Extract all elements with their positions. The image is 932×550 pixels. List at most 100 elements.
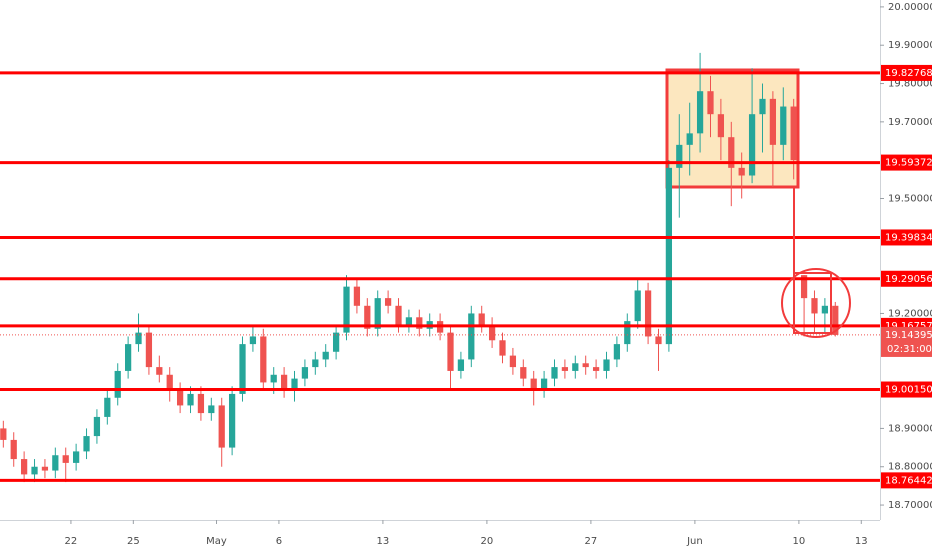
candle-body <box>738 167 745 176</box>
candle-body <box>665 167 673 345</box>
candle-body <box>634 290 641 322</box>
y-tick-label: 19.50000 <box>888 193 932 204</box>
candle-body <box>478 313 485 325</box>
candle-body <box>759 98 766 115</box>
candle-body <box>603 359 610 371</box>
candle-body <box>187 393 194 406</box>
candle-body <box>41 466 49 471</box>
ticks: 20.00000 19.90000 19.80000 19.70000 19.50000… <box>65 2 932 547</box>
x-tick-label: 13 <box>377 536 390 547</box>
y-tick-label: 18.90000 <box>888 423 932 434</box>
candle-body <box>592 367 600 371</box>
x-tick-label: 6 <box>276 536 282 547</box>
candle-body <box>717 114 725 138</box>
candle-body <box>52 455 59 471</box>
candle-body <box>135 332 142 345</box>
x-tick-label: 20 <box>481 536 494 547</box>
candle-body <box>416 317 423 329</box>
level-label: 19.00150 <box>885 385 932 396</box>
candle-body <box>821 305 829 314</box>
candle-body <box>312 359 319 368</box>
candle-body <box>676 144 683 168</box>
candle-body <box>613 344 621 360</box>
level-label-bg <box>881 154 932 171</box>
candle-body <box>197 393 205 414</box>
candle-body <box>364 305 371 329</box>
candle-body <box>353 286 361 306</box>
x-tick-label: 22 <box>65 536 78 547</box>
candle-body <box>488 324 496 341</box>
candle-body <box>748 114 756 176</box>
candle-body <box>457 359 465 371</box>
candle-body <box>322 351 329 360</box>
candle-body <box>249 336 257 345</box>
level-label: 19.29056 <box>885 274 932 285</box>
x-tick-label: 27 <box>585 536 598 547</box>
y-tick-label: 19.70000 <box>888 117 932 128</box>
x-tick-label: 25 <box>127 536 140 547</box>
candle-body <box>301 367 309 379</box>
candle-body <box>156 367 163 375</box>
last-price-label-bg <box>881 326 932 357</box>
candle-body <box>374 298 381 329</box>
candle-body <box>624 321 631 345</box>
level-label: 19.59372 <box>885 158 932 169</box>
level-label-bg <box>881 64 932 81</box>
candle-body <box>530 378 537 391</box>
candle-body <box>10 439 17 460</box>
candle-body <box>811 298 818 314</box>
rectangle-drawing <box>665 68 800 189</box>
candle-body <box>270 374 277 383</box>
candle-body <box>260 336 267 383</box>
x-tick-label: Jun <box>686 536 703 547</box>
y-tick-label: 18.80000 <box>888 462 932 473</box>
level-label-bg <box>881 270 932 287</box>
candle-body <box>208 405 215 414</box>
candle-body <box>582 363 589 368</box>
circle-drawing <box>781 268 851 338</box>
candle-body <box>104 397 111 417</box>
candle-body <box>73 451 80 463</box>
candle-body <box>176 390 184 406</box>
candle-body <box>769 98 777 145</box>
level-label: 18.76442 <box>885 475 932 486</box>
candle-body <box>790 106 797 161</box>
level-label: 19.82768 <box>885 68 932 79</box>
candle-body <box>228 393 236 448</box>
candle-body <box>655 336 662 345</box>
candle-body <box>728 137 735 168</box>
small-rectangle-drawing <box>793 272 832 334</box>
candle-body <box>83 436 90 452</box>
candle-body <box>384 298 392 306</box>
candle-body <box>551 367 558 379</box>
candle-body <box>31 466 38 475</box>
candle-body <box>291 378 298 391</box>
candle-body <box>468 313 475 360</box>
candle-body <box>561 367 569 371</box>
candle-body <box>145 332 153 368</box>
price-labels: 19.82768 19.59372 19.39834 19.29056 19.16757… <box>881 64 932 489</box>
candle-body <box>447 332 454 371</box>
candle-body <box>218 405 225 448</box>
candle-body <box>239 344 246 394</box>
x-tick-label: 13 <box>855 536 868 547</box>
levels <box>0 71 880 482</box>
x-tick-label: 10 <box>793 536 806 547</box>
candle-body <box>780 106 787 145</box>
level-label-bg <box>881 381 932 398</box>
x-tick-label: May <box>206 536 227 547</box>
candle-body <box>832 305 839 335</box>
candle-body <box>280 374 288 391</box>
candle-body <box>520 367 527 379</box>
candle-body <box>572 363 579 371</box>
y-tick-label: 18.70000 <box>888 500 932 511</box>
candle-body <box>707 91 714 115</box>
y-tick-label: 19.90000 <box>888 40 932 51</box>
candle-body <box>332 332 340 352</box>
candle-body <box>62 455 69 463</box>
level-label: 19.16757 <box>885 321 932 332</box>
candle-body <box>800 275 808 299</box>
candle-body <box>696 91 704 134</box>
countdown-label: 02:31:00 <box>887 344 932 355</box>
